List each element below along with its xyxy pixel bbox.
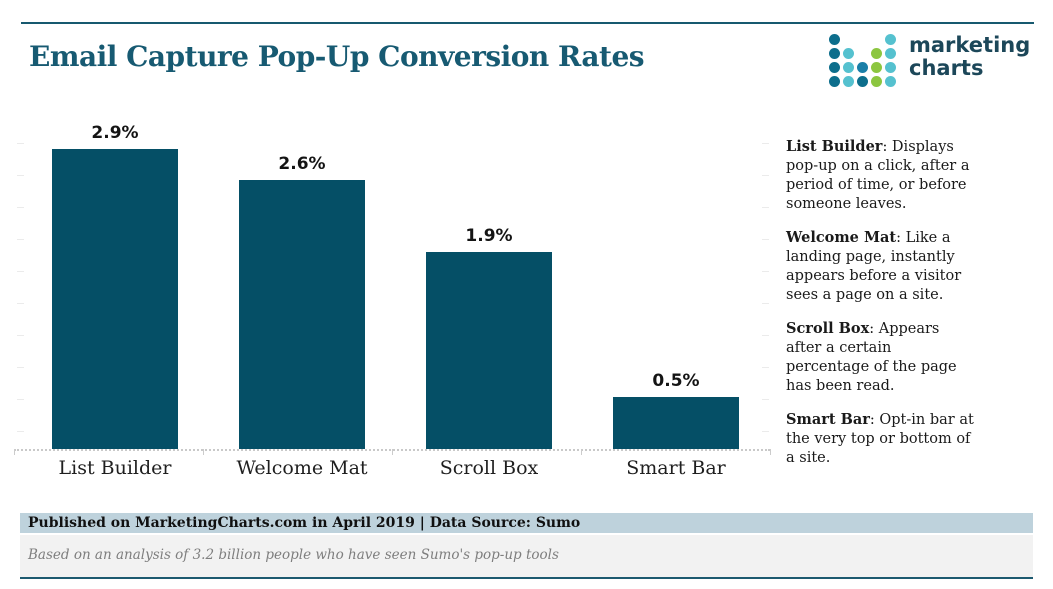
y-axis-minor-tick: [17, 367, 24, 368]
bar-value-label: 2.6%: [278, 154, 326, 174]
y-axis-minor-tick: [17, 175, 24, 176]
page-title: Email Capture Pop-Up Conversion Rates: [29, 40, 645, 73]
logo-dot: [870, 74, 884, 88]
x-axis-category-label: Smart Bar: [626, 457, 726, 479]
published-text: Published on MarketingCharts.com in Apri…: [28, 515, 581, 531]
note-text: Based on an analysis of 3.2 billion peop…: [28, 547, 559, 563]
definition-text: : Displays pop-up on a click, after a pe…: [786, 139, 970, 212]
published-band: Published on MarketingCharts.com in Apri…: [20, 513, 1033, 533]
note-band: Based on an analysis of 3.2 billion peop…: [20, 535, 1033, 579]
definition-text: : Like a landing page, instantly appears…: [786, 230, 962, 303]
y-axis-minor-tick: [17, 271, 24, 272]
definition-text: : Opt-in bar at the very top or bottom o…: [786, 412, 974, 466]
definition-term: Smart Bar: [786, 411, 870, 428]
y-axis-minor-tick: [17, 335, 24, 336]
bar-scroll-box: [426, 252, 552, 449]
y-axis-minor-tick: [17, 239, 24, 240]
logo-wordmark: marketing charts: [909, 34, 1030, 80]
definition-text: : Appears after a certain percentage of …: [786, 321, 957, 394]
logo-dot-empty: [856, 32, 870, 46]
logo-dot-row: [828, 32, 898, 46]
logo-dot: [828, 32, 842, 46]
logo-word-charts: charts: [909, 56, 984, 80]
logo-dot-empty: [870, 32, 884, 46]
y-axis-minor-tick: [762, 431, 769, 432]
y-axis-minor-tick: [762, 271, 769, 272]
bar-smart-bar: [613, 397, 739, 449]
bar-list-builder: [52, 149, 178, 449]
x-axis-tick: [14, 449, 15, 455]
y-axis-minor-tick: [17, 303, 24, 304]
x-axis-tick: [392, 449, 393, 455]
logo-dot: [828, 46, 842, 60]
logo-dot-empty: [856, 46, 870, 60]
logo-dot: [842, 60, 856, 74]
definition-item: Scroll Box: Appears after a certain perc…: [786, 319, 978, 396]
logo-dot: [828, 74, 842, 88]
x-axis-category-label: Scroll Box: [439, 457, 539, 479]
logo-dot-empty: [842, 32, 856, 46]
logo-dot-row: [828, 74, 898, 88]
definition-term: List Builder: [786, 138, 883, 155]
definition-item: Welcome Mat: Like a landing page, instan…: [786, 228, 978, 305]
logo-dot: [884, 32, 898, 46]
logo-dot: [870, 60, 884, 74]
logo-dot: [856, 74, 870, 88]
y-axis-minor-tick: [17, 431, 24, 432]
category-definitions: List Builder: Displays pop-up on a click…: [786, 137, 978, 482]
x-axis-tick: [770, 449, 771, 455]
definition-item: Smart Bar: Opt-in bar at the very top or…: [786, 410, 978, 468]
top-divider-rule: [21, 22, 1034, 24]
definition-item: List Builder: Displays pop-up on a click…: [786, 137, 978, 214]
y-axis-minor-tick: [17, 143, 24, 144]
logo-dot: [884, 60, 898, 74]
y-axis-minor-tick: [762, 143, 769, 144]
bar-welcome-mat: [239, 180, 365, 449]
y-axis-minor-tick: [762, 239, 769, 240]
x-axis-category-label: Welcome Mat: [236, 457, 368, 479]
y-axis-minor-tick: [762, 303, 769, 304]
logo-dot: [828, 60, 842, 74]
logo-dot: [842, 46, 856, 60]
x-axis-tick: [203, 449, 204, 455]
bar-value-label: 2.9%: [91, 123, 139, 143]
logo-dot: [884, 74, 898, 88]
y-axis-minor-tick: [762, 367, 769, 368]
bar-value-label: 1.9%: [465, 226, 513, 246]
x-axis-category-label: List Builder: [58, 457, 172, 479]
logo-dot: [842, 74, 856, 88]
logo-dot-row: [828, 60, 898, 74]
logo-word-marketing: marketing: [909, 33, 1031, 57]
y-axis-minor-tick: [762, 207, 769, 208]
x-axis-tick: [581, 449, 582, 455]
logo-dot: [856, 60, 870, 74]
y-axis-minor-tick: [762, 175, 769, 176]
bar-value-label: 0.5%: [652, 371, 700, 391]
y-axis-minor-tick: [17, 207, 24, 208]
marketing-charts-logo: marketing charts: [828, 32, 1030, 88]
logo-dot: [870, 46, 884, 60]
y-axis-minor-tick: [762, 335, 769, 336]
logo-dot-row: [828, 46, 898, 60]
definition-term: Scroll Box: [786, 320, 870, 337]
logo-dot: [884, 46, 898, 60]
y-axis-minor-tick: [762, 399, 769, 400]
definition-term: Welcome Mat: [786, 229, 897, 246]
y-axis-minor-tick: [17, 399, 24, 400]
logo-dots-icon: [828, 32, 898, 88]
